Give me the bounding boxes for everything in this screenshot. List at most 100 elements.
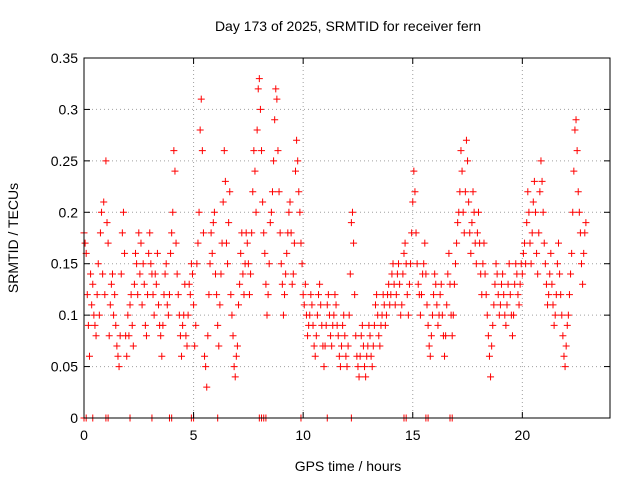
data-point [327,332,335,340]
data-point [259,198,267,206]
chart-title: Day 173 of 2025, SRMTID for receiver fer… [215,18,481,34]
data-point [287,229,295,237]
data-point [506,291,514,299]
data-point [157,332,165,340]
data-point [117,270,125,278]
data-point [540,239,548,247]
data-point [261,249,269,257]
data-point [270,157,278,165]
data-point [317,301,325,309]
data-point [311,352,319,360]
data-point [222,239,230,247]
data-point [221,177,229,185]
data-point [262,280,270,288]
data-point [341,332,349,340]
data-point [444,270,452,278]
data-point [136,270,144,278]
data-point [357,332,365,340]
data-point [572,116,580,124]
data-point [518,270,526,278]
data-point [316,280,324,288]
data-point [103,219,111,227]
data-point [467,249,475,257]
data-point [422,270,430,278]
data-point [300,301,308,309]
data-point [420,260,428,268]
data-point [343,363,351,371]
data-point [315,291,323,299]
data-point [173,270,181,278]
data-point [139,260,147,268]
data-point [197,95,205,103]
data-point [198,147,206,155]
data-point [135,229,143,237]
data-point [450,280,458,288]
data-point [237,249,245,257]
data-point [214,321,222,329]
data-point [527,260,535,268]
data-point [534,270,542,278]
data-point [188,270,196,278]
data-point [332,301,340,309]
data-point [250,147,258,155]
data-point [436,291,444,299]
data-point [483,311,491,319]
data-point [525,208,533,216]
data-point [203,383,211,391]
data-point [195,208,203,216]
data-point [255,75,263,83]
data-point [152,280,160,288]
x-tick-label: 0 [80,427,88,443]
data-point [169,208,177,216]
data-point [428,311,436,319]
data-point [121,249,129,257]
y-tick-label: 0.25 [51,153,78,169]
data-point [567,270,575,278]
data-point [286,198,294,206]
data-point [275,188,283,196]
data-point [312,332,320,340]
data-point [248,229,256,237]
data-point [229,332,237,340]
data-point [554,239,562,247]
axes-layer: 0 0.05 0.1 0.15 0.2 0.25 0.3 0.35 0 5 10 15 20 [51,50,611,443]
grid-layer [84,58,610,418]
data-point [481,270,489,278]
data-point [468,219,476,227]
data-point [430,291,438,299]
data-point [338,342,346,350]
data-point [186,291,194,299]
data-point [83,291,91,299]
data-point [324,291,332,299]
data-point [331,291,339,299]
data-point [458,167,466,175]
data-point [96,229,104,237]
data-point [291,167,299,175]
data-point [174,291,182,299]
data-point [102,157,110,165]
data-point [178,352,186,360]
data-point [397,311,405,319]
data-point [164,311,172,319]
data-point [409,198,417,206]
data-point [404,311,412,319]
data-point [127,291,135,299]
data-point [301,280,309,288]
data-point [294,157,302,165]
data-point [426,352,434,360]
data-point [125,332,133,340]
data-point [575,208,583,216]
data-point [293,136,301,144]
data-point [220,147,228,155]
data-point [206,260,214,268]
x-tick-label: 10 [295,427,311,443]
data-point [118,229,126,237]
data-point [368,363,376,371]
data-point [459,208,467,216]
data-point [558,311,566,319]
data-point [465,198,473,206]
data-point [370,321,378,329]
data-point [519,249,527,257]
data-point [570,167,578,175]
